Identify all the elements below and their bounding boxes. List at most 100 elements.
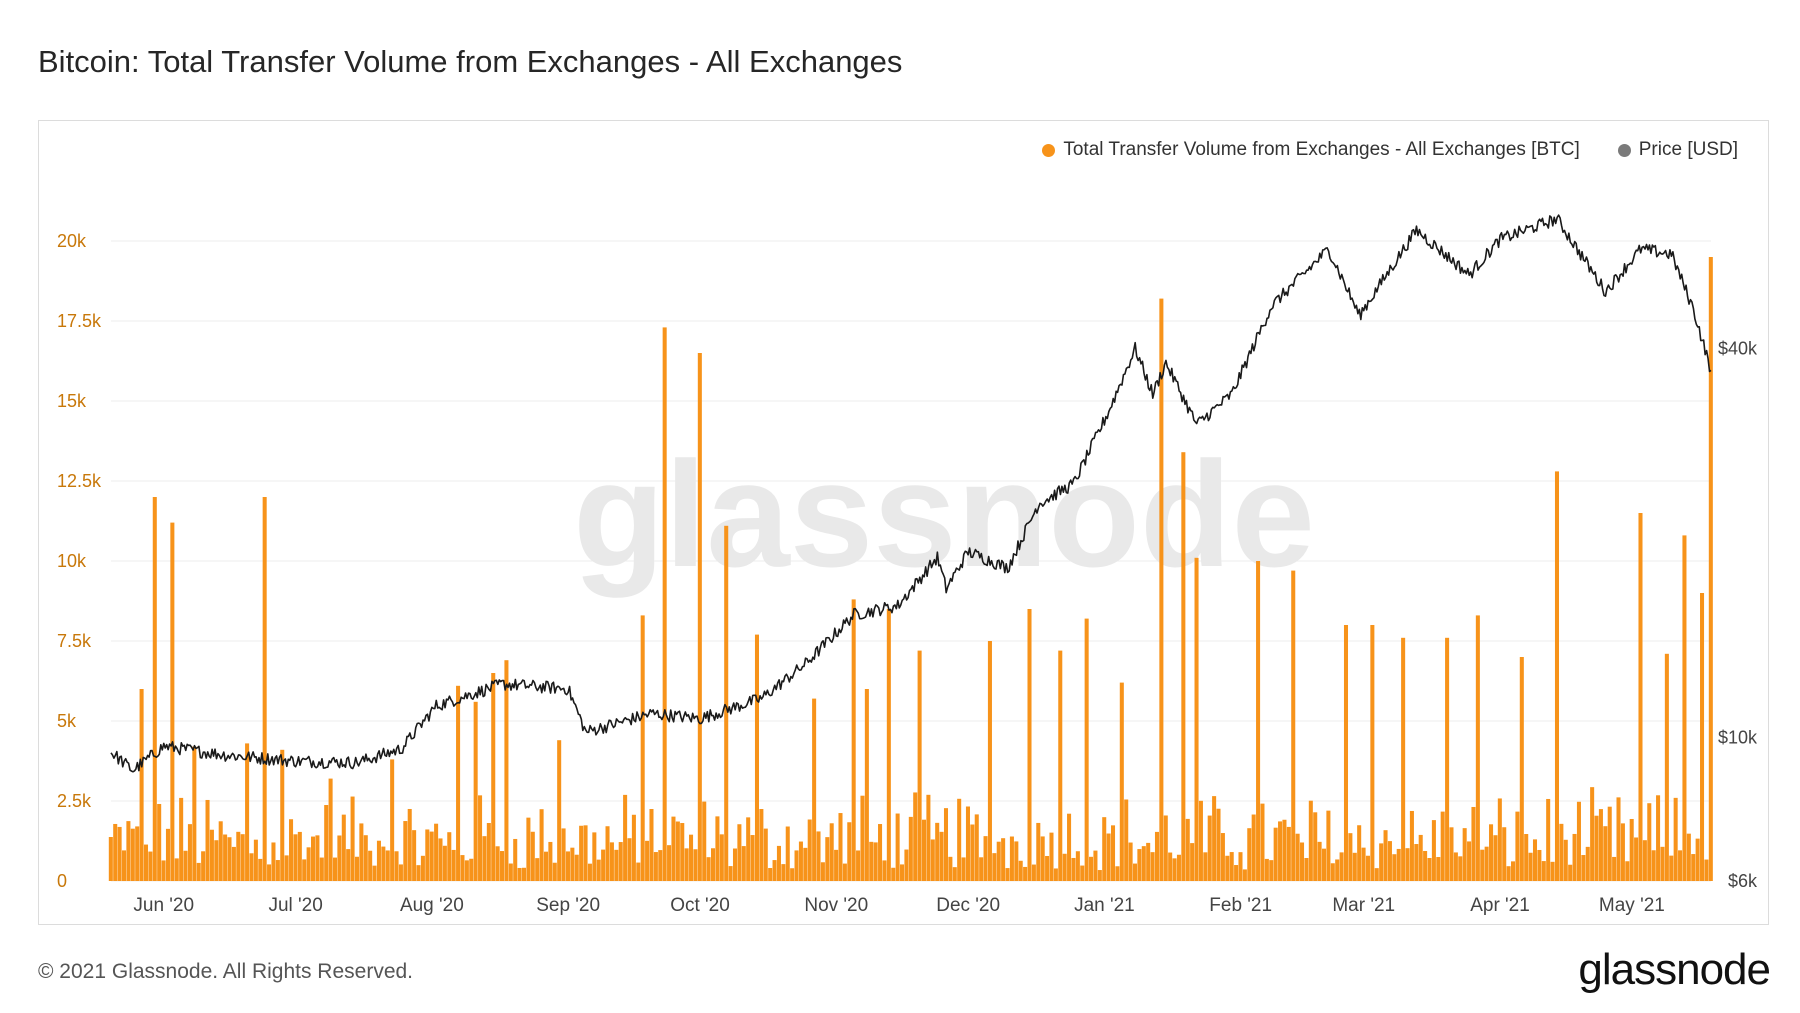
volume-bar: [508, 863, 513, 881]
volume-bar: [179, 797, 184, 881]
volume-bar: [539, 809, 544, 881]
volume-bar: [939, 831, 944, 881]
volume-bar: [1308, 800, 1313, 881]
volume-bar: [1097, 870, 1102, 881]
volume-bar: [1445, 637, 1450, 881]
volume-bar: [319, 857, 324, 881]
volume-bar: [1484, 846, 1489, 881]
volume-bar: [1647, 803, 1652, 881]
volume-bar: [781, 864, 786, 881]
volume-bar: [1163, 815, 1168, 881]
volume-bar: [1141, 846, 1146, 881]
volume-bar: [469, 858, 474, 881]
volume-bar: [1251, 814, 1256, 881]
volume-bar: [157, 803, 162, 881]
axis-labels: 0 2.5k 5k 7.5k 10k 12.5k 15k 17.5k 20k $6k $10k $40…: [57, 231, 1758, 916]
volume-bar: [957, 798, 962, 881]
volume-bar: [803, 847, 808, 881]
volume-bar: [363, 835, 368, 881]
volume-bar: [605, 826, 610, 881]
volume-bar: [882, 860, 887, 881]
volume-bar: [812, 698, 817, 881]
volume-bar: [1093, 850, 1098, 881]
volume-bar: [1256, 561, 1261, 881]
volume-bar: [820, 862, 825, 881]
volume-bar: [1489, 824, 1494, 881]
volume-bar: [1001, 838, 1006, 881]
volume-bar: [618, 842, 623, 881]
volume-bar: [491, 673, 496, 881]
volume-bar: [1269, 860, 1274, 881]
volume-bar: [486, 823, 491, 881]
y-left-tick-label: 15k: [57, 391, 87, 411]
volume-bar: [1229, 852, 1234, 881]
volume-bar: [1150, 852, 1155, 881]
volume-bar: [1361, 847, 1366, 881]
x-tick-label: Apr '21: [1470, 895, 1530, 916]
volume-bar: [856, 850, 861, 881]
volume-bar: [152, 497, 157, 881]
volume-bar: [974, 814, 979, 881]
volume-bar: [236, 831, 241, 881]
volume-bar: [143, 844, 149, 881]
volume-bar: [293, 834, 298, 881]
volume-bar: [987, 641, 992, 881]
volume-bar: [1040, 836, 1045, 881]
volume-bar: [1678, 850, 1683, 881]
volume-bar: [526, 817, 531, 881]
x-tick-label: Jun '20: [133, 895, 194, 916]
volume-bar: [772, 860, 777, 881]
volume-bar: [1132, 863, 1138, 881]
volume-bar: [1370, 625, 1375, 881]
volume-bar: [223, 834, 228, 881]
volume-bar: [776, 845, 781, 881]
volume-bar: [1427, 858, 1432, 881]
volume-legend-dot-icon: [1042, 143, 1056, 157]
x-tick-label: May '21: [1599, 895, 1665, 916]
volume-bar: [847, 822, 852, 881]
volume-bar: [381, 846, 386, 881]
y-left-tick-label: 2.5k: [57, 791, 92, 811]
volume-bar: [825, 837, 830, 881]
volume-bar: [1638, 513, 1643, 881]
volume-bar: [1686, 833, 1691, 881]
volume-bar: [693, 849, 698, 881]
price-line-layer: [110, 214, 1712, 773]
volume-bar: [965, 806, 970, 881]
volume-bar: [390, 759, 395, 881]
volume-bar: [1220, 833, 1225, 881]
volume-bar: [1423, 850, 1428, 881]
volume-bar: [1493, 835, 1498, 881]
legend-item-volume[interactable]: Total Transfer Volume from Exchanges - A…: [1042, 139, 1580, 161]
volume-bar: [231, 846, 236, 881]
volume-bar: [1409, 810, 1414, 881]
volume-bar: [1629, 818, 1634, 881]
volume-bar: [1242, 869, 1247, 881]
volume-bar: [478, 795, 483, 881]
volume-bar: [1475, 615, 1480, 881]
volume-bar: [394, 851, 399, 881]
volume-bar: [1295, 833, 1300, 881]
volume-bar: [187, 824, 192, 881]
volume-bar: [425, 829, 430, 881]
volume-bar: [935, 822, 940, 881]
volume-bar: [895, 813, 900, 881]
volume-bar: [1568, 864, 1573, 881]
volume-bar: [658, 850, 663, 881]
volume-bar: [517, 867, 522, 881]
volume-bar: [719, 834, 724, 881]
legend-item-price[interactable]: Price [USD]: [1617, 139, 1738, 161]
volume-bar: [979, 857, 984, 881]
x-tick-label: Oct '20: [670, 895, 730, 916]
volume-bar: [680, 823, 685, 881]
y-left-tick-label: 20k: [57, 231, 87, 251]
volume-bar: [675, 821, 680, 881]
volume-bar: [1546, 798, 1551, 881]
glassnode-logo: glassnode: [1578, 945, 1771, 994]
volume-bar: [790, 868, 795, 881]
volume-bar: [1401, 637, 1406, 881]
volume-bar: [816, 831, 821, 881]
volume-bar: [697, 353, 702, 881]
volume-bar: [1471, 806, 1476, 881]
volume-bar: [447, 832, 452, 881]
